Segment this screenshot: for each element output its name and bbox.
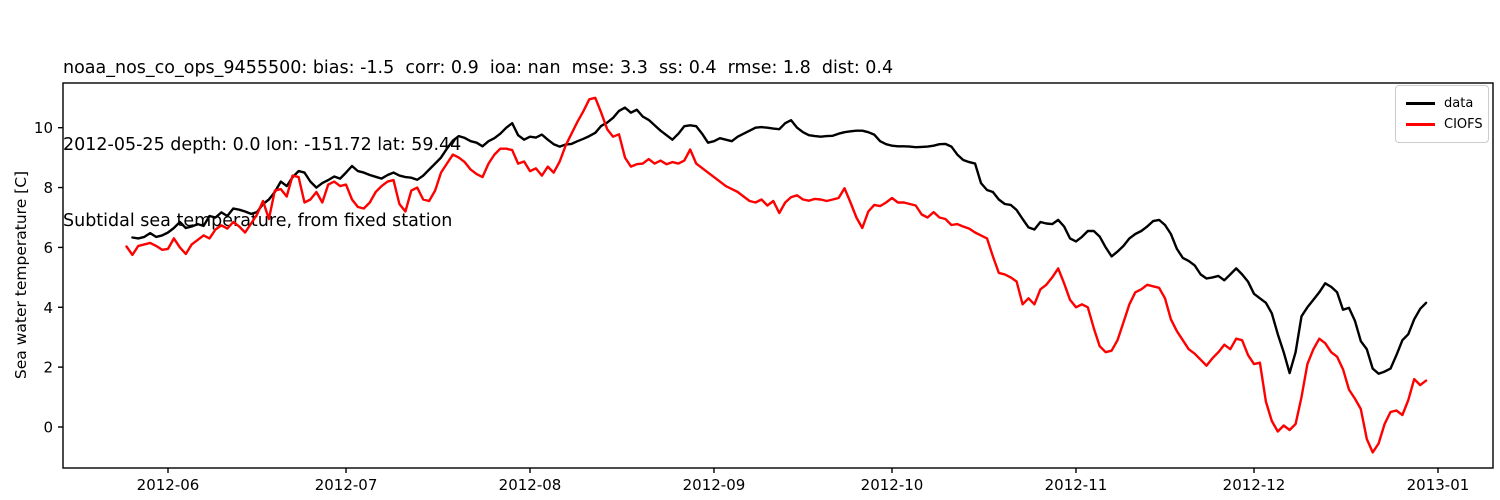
- title-line-station: 2012-05-25 depth: 0.0 lon: -151.72 lat: …: [63, 134, 462, 155]
- x-tick-label: 2012-10: [861, 476, 924, 494]
- x-tick-label: 2012-07: [315, 476, 378, 494]
- title-line-variable: Subtidal sea temperature, from fixed sta…: [63, 211, 453, 231]
- series-line-CIOFS: [125, 96, 1428, 454]
- x-tick-label: 2012-09: [683, 476, 746, 494]
- x-tick-label: 2013-01: [1407, 476, 1470, 494]
- y-tick-label: 8: [43, 179, 53, 197]
- data-line-sample-icon: [1406, 102, 1435, 105]
- ciofs-line-sample-icon: [1406, 123, 1435, 126]
- x-tick-label: 2012-06: [137, 476, 200, 494]
- y-tick-label: 4: [43, 299, 53, 317]
- x-tick-label: 2012-11: [1045, 476, 1108, 494]
- x-tick-label: 2012-08: [499, 476, 562, 494]
- y-tick-label: 6: [43, 239, 53, 257]
- axes-frame: [62, 82, 1494, 469]
- legend: data CIOFS: [1395, 85, 1489, 143]
- legend-label-ciofs: CIOFS: [1444, 117, 1483, 132]
- y-tick-label: 2: [43, 359, 53, 377]
- title-line-stats: noaa_nos_co_ops_9455500: bias: -1.5 corr…: [63, 58, 894, 78]
- y-tick-label: 10: [34, 119, 53, 137]
- legend-label-data: data: [1444, 96, 1474, 111]
- x-tick-label: 2012-12: [1223, 476, 1286, 494]
- chart-title: noaa_nos_co_ops_9455500: bias: -1.5 corr…: [63, 5, 893, 286]
- legend-item-ciofs: CIOFS: [1406, 114, 1483, 135]
- series-line-data: [131, 106, 1428, 375]
- legend-item-data: data: [1406, 93, 1478, 114]
- y-tick-label: 0: [43, 419, 53, 437]
